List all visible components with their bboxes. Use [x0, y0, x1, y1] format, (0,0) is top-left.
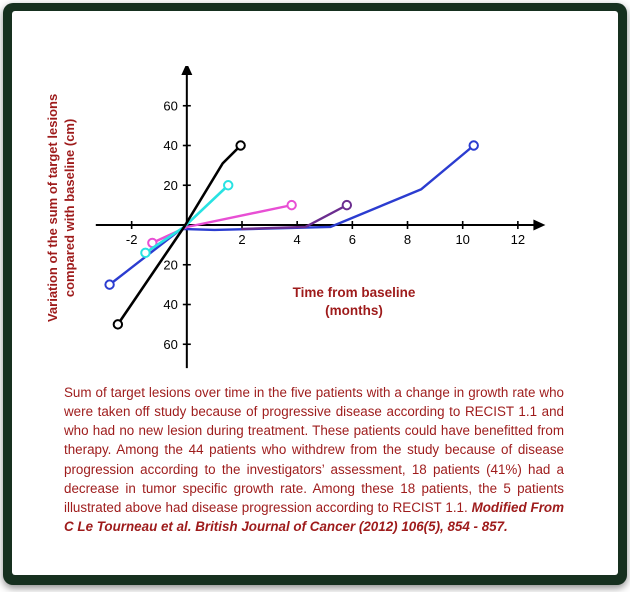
y-axis-title-line1: Variation of the sum of target lesions [45, 93, 61, 323]
svg-text:20: 20 [163, 178, 177, 193]
x-axis-title-line2: (months) [325, 303, 383, 319]
y-axis-title: Variation of the sum of target lesions c… [45, 43, 79, 373]
svg-text:40: 40 [163, 297, 177, 312]
svg-text:6: 6 [349, 232, 356, 247]
svg-text:40: 40 [163, 138, 177, 153]
svg-text:20: 20 [163, 257, 177, 272]
svg-text:10: 10 [455, 232, 469, 247]
y-axis-title-line2: compared with baseline (cm) [62, 118, 77, 298]
svg-text:4: 4 [294, 232, 301, 247]
figure-caption: Sum of target lesions over time in the f… [64, 383, 564, 536]
figure-card: Variation of the sum of target lesions c… [12, 11, 618, 575]
svg-text:2: 2 [238, 232, 245, 247]
x-axis-title-line1: Time from baseline [292, 285, 416, 300]
svg-text:12: 12 [511, 232, 525, 247]
outer-frame: Variation of the sum of target lesions c… [3, 3, 627, 585]
chart-area: Variation of the sum of target lesions c… [42, 56, 582, 378]
svg-text:-2: -2 [126, 232, 138, 247]
chart-svg: -2 2 4 6 8 10 12 60 40 20 20 40 60 [95, 66, 546, 369]
x-axis-title: Time from baseline (months) [224, 284, 484, 320]
caption-citation: Modified From C Le Tourneau et al. Briti… [64, 499, 564, 535]
svg-text:60: 60 [163, 98, 177, 113]
svg-text:60: 60 [163, 337, 177, 352]
svg-text:8: 8 [404, 232, 411, 247]
caption-text: Sum of target lesions over time in the f… [64, 385, 564, 515]
